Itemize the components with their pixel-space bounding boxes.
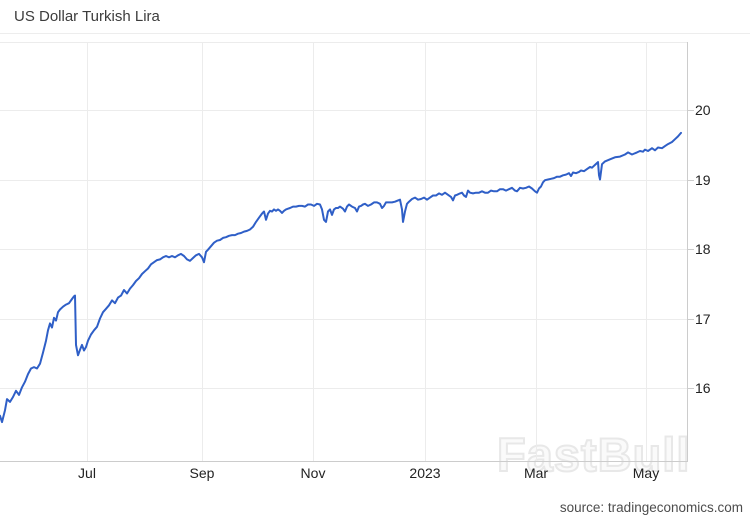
y-tick-label: 19 [695, 172, 711, 188]
x-tick-label: Mar [523, 465, 549, 481]
plot-area[interactable] [0, 42, 687, 461]
x-tick-label: Nov [300, 465, 326, 481]
x-tick-label: Sep [189, 465, 215, 481]
chart-title: US Dollar Turkish Lira [14, 8, 160, 25]
y-tick-label: 16 [695, 380, 711, 396]
x-tick-label: May [632, 465, 660, 481]
x-tick-label: 2023 [409, 465, 441, 481]
x-tick-label: Jul [78, 465, 96, 481]
source-attribution: source: tradingeconomics.com [559, 500, 743, 515]
price-line-usdtry [0, 131, 682, 424]
y-tick-label: 18 [695, 241, 711, 257]
y-tick-label: 20 [695, 102, 711, 118]
watermark-fastbull: FastBull [496, 427, 691, 482]
y-tick-label: 17 [695, 311, 711, 327]
